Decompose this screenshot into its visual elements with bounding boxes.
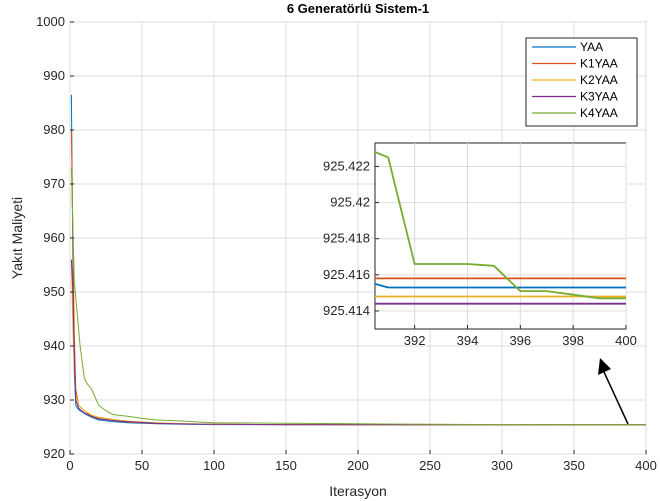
- y-tick-label: 990: [43, 68, 65, 83]
- zoom-line: [603, 371, 629, 425]
- inset-ticks: 392 394 396 398 400 925.414 925.416 925.418 925.…: [323, 158, 637, 348]
- y-tick-label: 970: [43, 176, 65, 191]
- y-tick-label: 925.422: [323, 158, 370, 173]
- main-ticks: 0 50 100 150 200 250 300 350 400 920 930 940 950 960 9…: [36, 14, 657, 473]
- x-tick-label: 392: [404, 333, 426, 348]
- y-tick-label: 925.414: [323, 303, 370, 318]
- zoom-arrows: [598, 358, 629, 425]
- x-tick-label: 300: [491, 458, 513, 473]
- x-tick-label: 150: [275, 458, 297, 473]
- series-line-yaa: [374, 283, 626, 289]
- series-line-k3yaa: [70, 259, 647, 426]
- x-tick-label: 50: [135, 458, 149, 473]
- y-tick-label: 925.418: [323, 231, 370, 246]
- y-tick-label: 1000: [36, 14, 65, 29]
- x-tick-label: 394: [457, 333, 479, 348]
- x-tick-label: 100: [203, 458, 225, 473]
- y-tick-label: 925.416: [323, 267, 370, 282]
- x-tick-label: 250: [419, 458, 441, 473]
- y-tick-label: 930: [43, 392, 65, 407]
- inset-axes: 392 394 396 398 400 925.414 925.416 925.418 925.…: [323, 142, 637, 348]
- legend: YAA K1YAA K2YAA K3YAA K4YAA: [525, 37, 638, 127]
- x-axis-label: Iterasyon: [329, 483, 387, 499]
- x-tick-label: 0: [66, 458, 73, 473]
- zoom-arrow-head: [598, 358, 611, 375]
- x-tick-label: 350: [563, 458, 585, 473]
- y-tick-label: 920: [43, 446, 65, 461]
- legend-label: K1YAA: [580, 57, 618, 71]
- chart-title: 6 Generatörlü Sistem-1: [287, 1, 429, 16]
- inset-series: [374, 151, 626, 305]
- x-tick-label: 400: [635, 458, 657, 473]
- y-tick-label: 925.42: [330, 195, 370, 210]
- y-tick-label: 960: [43, 230, 65, 245]
- legend-label: K3YAA: [580, 90, 618, 104]
- legend-label: YAA: [580, 40, 603, 54]
- series-line-k4yaa: [70, 167, 647, 426]
- y-tick-label: 940: [43, 338, 65, 353]
- legend-label: K2YAA: [580, 73, 618, 87]
- y-axis-label: Yakıt Maliyeti: [9, 197, 25, 279]
- y-tick-label: 950: [43, 284, 65, 299]
- x-tick-label: 200: [347, 458, 369, 473]
- legend-label: K4YAA: [580, 106, 618, 120]
- main-series: [70, 94, 647, 426]
- y-tick-label: 980: [43, 122, 65, 137]
- x-tick-label: 400: [615, 333, 637, 348]
- x-tick-label: 398: [562, 333, 584, 348]
- x-tick-label: 396: [509, 333, 531, 348]
- series-line-k4yaa: [374, 151, 626, 300]
